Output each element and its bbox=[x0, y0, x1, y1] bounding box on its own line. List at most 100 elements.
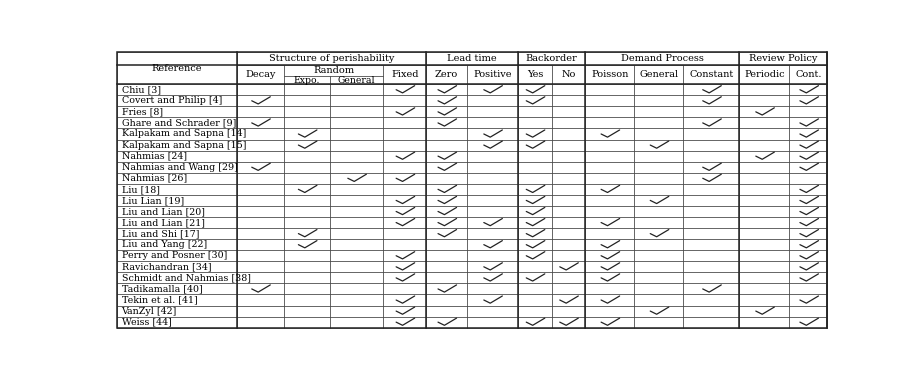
Bar bbox=[284, 117, 330, 128]
Bar bbox=[635, 128, 683, 140]
Bar bbox=[740, 261, 789, 272]
Bar bbox=[683, 195, 740, 206]
Bar bbox=[383, 294, 426, 306]
Text: Covert and Philip [4]: Covert and Philip [4] bbox=[122, 96, 222, 105]
Bar bbox=[519, 173, 552, 184]
Bar bbox=[585, 184, 635, 195]
Bar bbox=[552, 162, 585, 173]
Bar bbox=[284, 228, 330, 239]
Bar bbox=[585, 84, 635, 95]
Bar bbox=[426, 151, 467, 162]
Bar bbox=[519, 84, 552, 95]
Bar bbox=[237, 228, 284, 239]
Bar bbox=[635, 84, 683, 95]
Bar bbox=[740, 52, 827, 65]
Bar bbox=[683, 217, 740, 228]
Bar bbox=[585, 306, 635, 317]
Bar bbox=[552, 151, 585, 162]
Bar bbox=[330, 317, 383, 328]
Bar bbox=[740, 272, 789, 283]
Bar bbox=[789, 140, 827, 151]
Bar bbox=[635, 294, 683, 306]
Bar bbox=[330, 217, 383, 228]
Bar bbox=[426, 283, 467, 294]
Bar bbox=[635, 217, 683, 228]
Bar bbox=[635, 283, 683, 294]
Text: Lead time: Lead time bbox=[448, 54, 497, 63]
Bar bbox=[552, 217, 585, 228]
Text: Demand Process: Demand Process bbox=[621, 54, 704, 63]
Bar bbox=[519, 239, 552, 250]
Bar bbox=[740, 95, 789, 106]
Bar bbox=[585, 95, 635, 106]
Bar bbox=[740, 117, 789, 128]
Text: Liu and Yang [22]: Liu and Yang [22] bbox=[122, 240, 207, 249]
Text: Perry and Posner [30]: Perry and Posner [30] bbox=[122, 251, 227, 260]
Bar bbox=[284, 76, 330, 84]
Bar bbox=[519, 95, 552, 106]
Bar bbox=[284, 95, 330, 106]
Bar bbox=[635, 261, 683, 272]
Bar bbox=[467, 283, 519, 294]
Bar bbox=[117, 306, 237, 317]
Bar bbox=[330, 283, 383, 294]
Text: Review Policy: Review Policy bbox=[749, 54, 818, 63]
Bar bbox=[635, 95, 683, 106]
Bar bbox=[740, 228, 789, 239]
Bar bbox=[383, 140, 426, 151]
Bar bbox=[740, 195, 789, 206]
Bar bbox=[789, 151, 827, 162]
Text: Schmidt and Nahmias [38]: Schmidt and Nahmias [38] bbox=[122, 273, 251, 282]
Bar bbox=[552, 95, 585, 106]
Bar bbox=[426, 217, 467, 228]
Text: Fixed: Fixed bbox=[391, 70, 418, 79]
Bar bbox=[383, 84, 426, 95]
Bar bbox=[467, 173, 519, 184]
Text: General: General bbox=[639, 70, 679, 79]
Bar bbox=[383, 184, 426, 195]
Bar bbox=[635, 317, 683, 328]
Text: Positive: Positive bbox=[473, 70, 512, 79]
Text: Decay: Decay bbox=[245, 70, 275, 79]
Bar bbox=[284, 128, 330, 140]
Bar bbox=[467, 65, 519, 84]
Bar bbox=[789, 261, 827, 272]
Bar bbox=[467, 272, 519, 283]
Bar bbox=[519, 294, 552, 306]
Bar bbox=[635, 173, 683, 184]
Bar bbox=[552, 317, 585, 328]
Bar bbox=[117, 239, 237, 250]
Bar bbox=[237, 184, 284, 195]
Bar bbox=[683, 261, 740, 272]
Bar bbox=[635, 106, 683, 117]
Bar bbox=[635, 184, 683, 195]
Bar bbox=[330, 84, 383, 95]
Bar bbox=[426, 95, 467, 106]
Bar bbox=[237, 106, 284, 117]
Bar bbox=[426, 317, 467, 328]
Bar bbox=[635, 151, 683, 162]
Bar bbox=[237, 128, 284, 140]
Bar bbox=[683, 128, 740, 140]
Bar bbox=[635, 162, 683, 173]
Bar bbox=[467, 250, 519, 261]
Bar bbox=[284, 151, 330, 162]
Text: Liu and Shi [17]: Liu and Shi [17] bbox=[122, 229, 199, 238]
Bar bbox=[552, 173, 585, 184]
Bar bbox=[237, 250, 284, 261]
Bar bbox=[740, 84, 789, 95]
Bar bbox=[789, 128, 827, 140]
Bar bbox=[426, 228, 467, 239]
Bar bbox=[635, 195, 683, 206]
Bar bbox=[585, 239, 635, 250]
Bar bbox=[683, 184, 740, 195]
Bar bbox=[426, 306, 467, 317]
Bar bbox=[383, 151, 426, 162]
Bar bbox=[330, 117, 383, 128]
Bar bbox=[789, 84, 827, 95]
Bar bbox=[683, 306, 740, 317]
Bar bbox=[383, 162, 426, 173]
Bar bbox=[330, 140, 383, 151]
Bar bbox=[683, 272, 740, 283]
Bar bbox=[789, 184, 827, 195]
